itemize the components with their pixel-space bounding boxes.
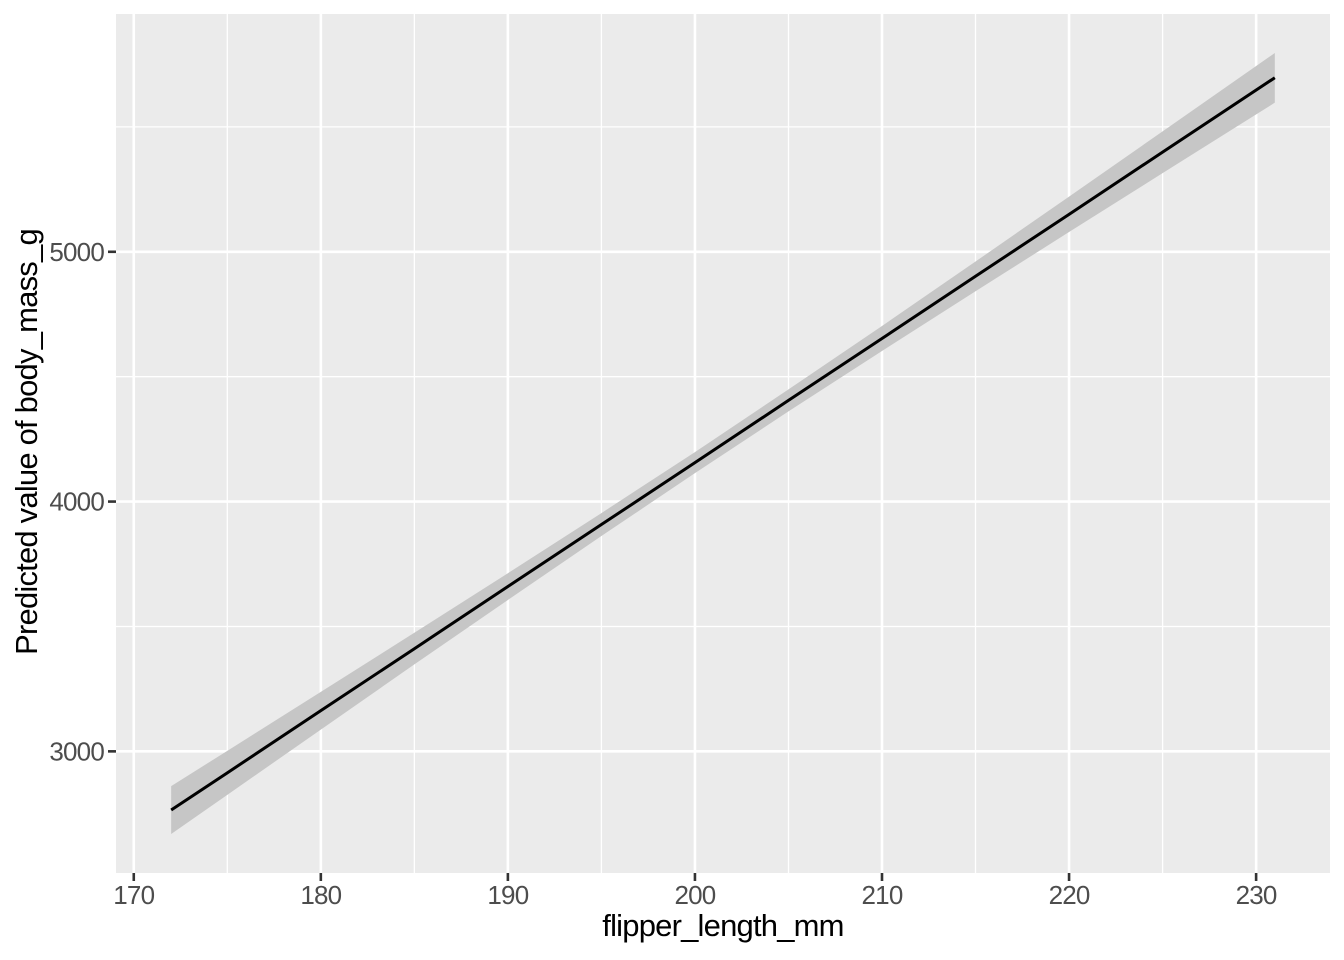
x-axis-tick-label: 180 xyxy=(300,880,341,910)
x-axis-title: flipper_length_mm xyxy=(602,908,843,943)
y-axis-tick-label: 5000 xyxy=(49,237,104,267)
x-axis-tick-label: 200 xyxy=(674,880,715,910)
x-axis-tick-label: 230 xyxy=(1236,880,1277,910)
x-axis-tick-label: 210 xyxy=(862,880,903,910)
regression-line xyxy=(170,76,1276,812)
x-axis-tick-label: 170 xyxy=(113,880,154,910)
y-axis-tick-label: 4000 xyxy=(49,487,104,517)
y-axis-title: Predicted value of body_mass_g xyxy=(9,229,44,655)
y-axis-tick-label: 3000 xyxy=(49,736,104,766)
x-axis-tick-label: 190 xyxy=(487,880,528,910)
x-axis-tick-label: 220 xyxy=(1049,880,1090,910)
plot-panel: 170 180 190 200 210 220 230 3000 4000 5000 xyxy=(49,14,1330,910)
